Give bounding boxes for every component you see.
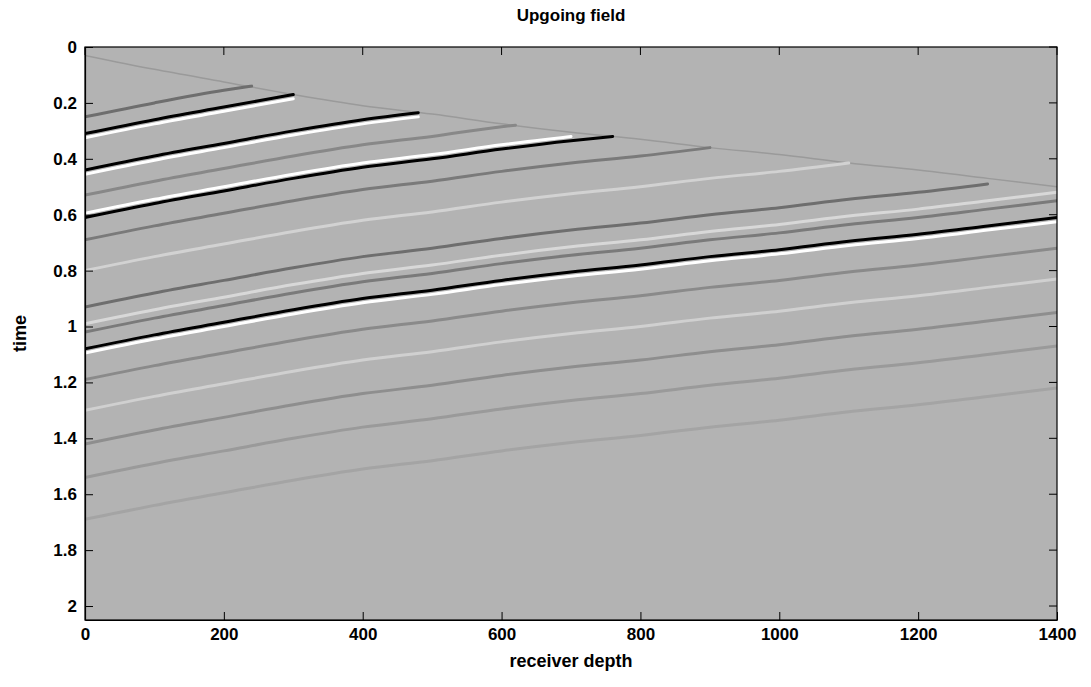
tick-label: 0 bbox=[68, 38, 77, 57]
tick-label: 1.4 bbox=[53, 429, 77, 448]
tick-label: 400 bbox=[349, 625, 377, 644]
tick: 1.4 bbox=[53, 429, 93, 448]
x-axis-title: receiver depth bbox=[509, 651, 632, 671]
frame bbox=[85, 47, 1057, 620]
tick-label: 1400 bbox=[1039, 625, 1077, 644]
tick-label: 0.2 bbox=[53, 94, 77, 113]
event-line bbox=[85, 125, 515, 195]
tick-mark bbox=[918, 47, 919, 55]
x-axis: 0 200 400 600 800 1000 1200 1400 bbox=[81, 612, 1077, 644]
tick: 1000 bbox=[761, 612, 799, 644]
tick-mark bbox=[1049, 550, 1057, 551]
tick-label: 0.8 bbox=[53, 262, 77, 281]
tick-mark bbox=[85, 606, 93, 607]
tick: 1200 bbox=[900, 612, 938, 644]
tick: 200 bbox=[210, 612, 238, 644]
tick-mark bbox=[502, 612, 503, 620]
tick-label: 1000 bbox=[761, 625, 799, 644]
tick-mark bbox=[1049, 102, 1057, 103]
chart: 0 200 400 600 800 1000 1200 1400 0 0.2 0.4 0.6 0.8 1 1… bbox=[0, 0, 1091, 687]
tick: 1.2 bbox=[53, 373, 93, 392]
tick-label: 1.2 bbox=[53, 373, 77, 392]
event-line bbox=[85, 95, 293, 134]
tick-mark bbox=[918, 612, 919, 620]
tick-mark bbox=[85, 494, 93, 495]
plot-background bbox=[85, 47, 1057, 620]
tick-mark bbox=[1049, 382, 1057, 383]
tick-mark bbox=[640, 612, 641, 620]
tick: 600 bbox=[488, 612, 516, 644]
tick-mark bbox=[85, 327, 93, 328]
tick-mark bbox=[1049, 158, 1057, 159]
tick-mark bbox=[85, 215, 93, 216]
tick-label: 0 bbox=[81, 625, 90, 644]
event-line bbox=[85, 136, 613, 217]
tick-label: 2 bbox=[68, 597, 77, 616]
tick-mark bbox=[224, 612, 225, 620]
tick-mark bbox=[1049, 214, 1057, 215]
tick-mark bbox=[779, 612, 780, 620]
tick-mark bbox=[85, 271, 93, 272]
plot-frame bbox=[85, 47, 1057, 620]
tick-mark bbox=[362, 47, 363, 55]
tick: 0.4 bbox=[53, 150, 93, 169]
tick-mark bbox=[223, 47, 224, 55]
tick-mark bbox=[85, 103, 93, 104]
tick: 0.6 bbox=[53, 206, 93, 225]
tick: 1.8 bbox=[53, 541, 93, 560]
tick-mark bbox=[779, 47, 780, 55]
tick-label: 1.8 bbox=[53, 541, 77, 560]
tick-mark bbox=[501, 47, 502, 55]
tick-label: 800 bbox=[627, 625, 655, 644]
event-line bbox=[85, 99, 293, 138]
tick: 1 bbox=[68, 317, 93, 336]
tick-mark bbox=[1049, 606, 1057, 607]
tick-mark bbox=[1049, 326, 1057, 327]
event-line bbox=[85, 388, 1057, 519]
tick: 800 bbox=[627, 612, 655, 644]
tick-mark bbox=[640, 47, 641, 55]
event-line bbox=[85, 248, 1057, 379]
tick: 400 bbox=[349, 612, 377, 644]
tick-mark bbox=[363, 612, 364, 620]
y-axis-title: time bbox=[10, 315, 30, 352]
event-line bbox=[85, 279, 1057, 410]
title: Upgoing field bbox=[517, 6, 626, 25]
tick-label: 1 bbox=[68, 317, 77, 336]
tick-label: 600 bbox=[488, 625, 516, 644]
event-line bbox=[85, 313, 1057, 444]
tick-label: 200 bbox=[210, 625, 238, 644]
tick-label: 0.6 bbox=[53, 206, 77, 225]
tick-mark bbox=[85, 438, 93, 439]
tick-label: 0.4 bbox=[53, 150, 77, 169]
tick: 1.6 bbox=[53, 485, 93, 504]
tick-mark bbox=[85, 159, 93, 160]
tick: 2 bbox=[68, 597, 93, 616]
tick-mark bbox=[1049, 438, 1057, 439]
tick-mark bbox=[85, 382, 93, 383]
tick-label: 1.6 bbox=[53, 485, 77, 504]
y-axis: 0 0.2 0.4 0.6 0.8 1 1.2 1.4 1.6 1.8 2 bbox=[53, 38, 93, 621]
plot: 0 200 400 600 800 1000 1200 1400 0 0.2 0.4 0.6 0.8 1 1… bbox=[53, 38, 1076, 644]
tick-label: 1200 bbox=[900, 625, 938, 644]
tick-mark bbox=[1049, 494, 1057, 495]
tick-mark bbox=[85, 550, 93, 551]
tick: 0.2 bbox=[53, 94, 93, 113]
event-line bbox=[85, 346, 1057, 477]
events bbox=[85, 55, 1057, 519]
tick: 0.8 bbox=[53, 262, 93, 281]
tick-mark bbox=[1049, 270, 1057, 271]
